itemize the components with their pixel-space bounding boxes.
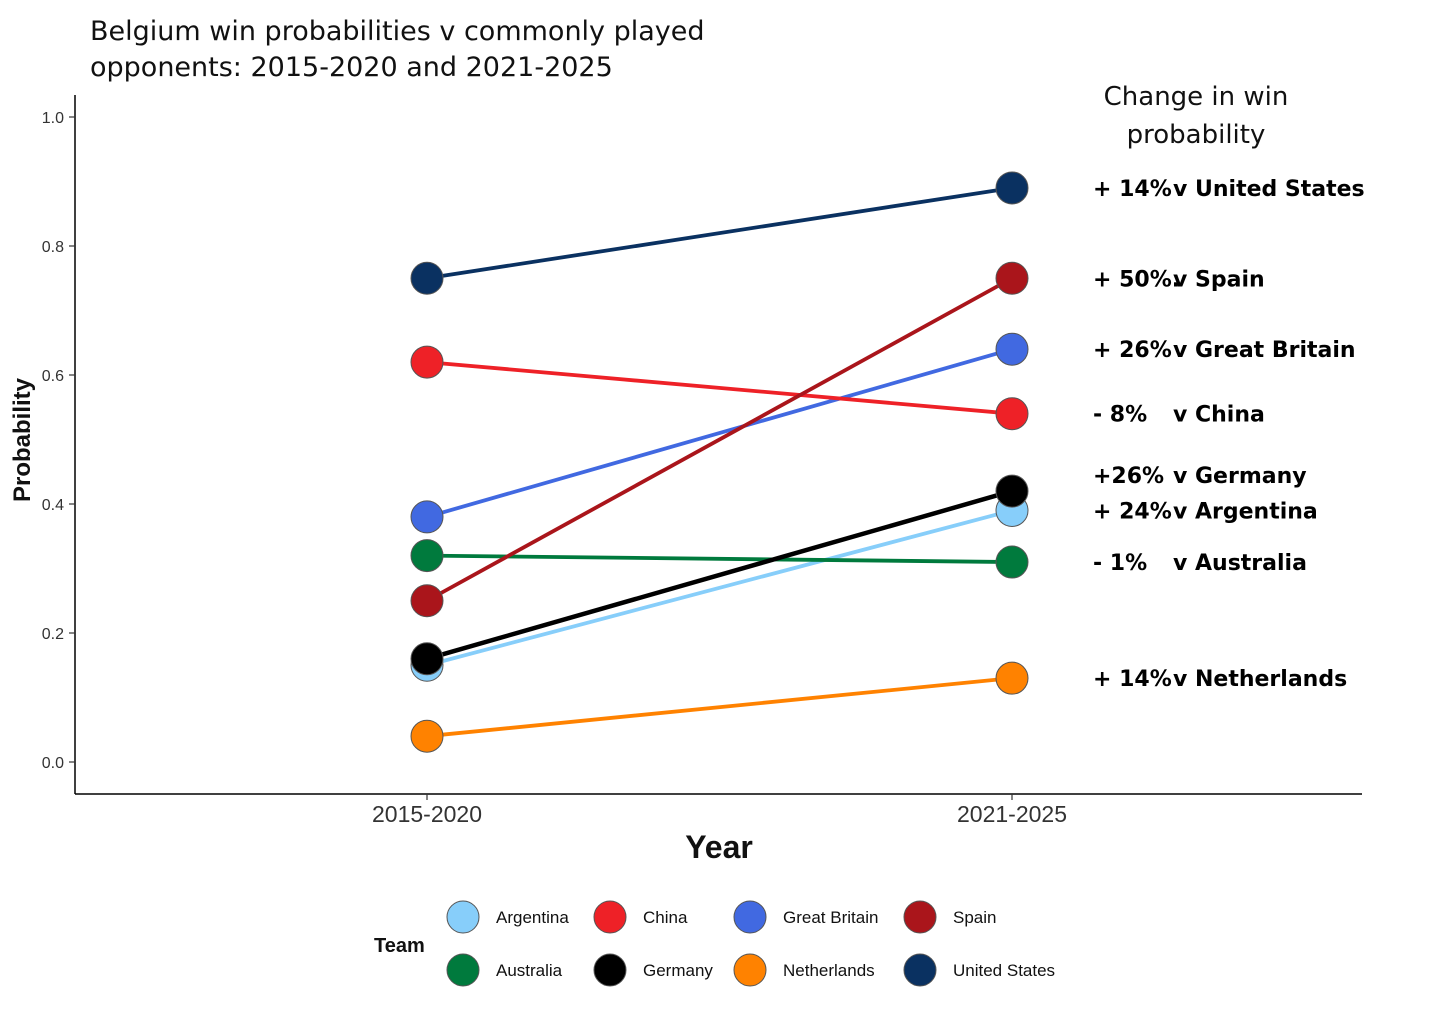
y-axis-title: Probability <box>9 377 36 502</box>
series-line-australia <box>425 553 1014 564</box>
point-united-states-0 <box>410 261 444 295</box>
series-line-spain <box>425 276 1014 603</box>
point-netherlands-0 <box>410 719 444 753</box>
y-tick-label: 0.6 <box>42 368 64 385</box>
series-lines <box>424 186 1015 739</box>
change-opponent: v Germany <box>1173 464 1307 489</box>
series-points <box>410 171 1029 753</box>
x-tick-label: 2015-2020 <box>372 801 482 827</box>
series-line-china <box>425 360 1014 416</box>
series-line-great-britain <box>425 347 1014 519</box>
point-germany-1 <box>995 474 1029 508</box>
change-value: + 14% <box>1093 667 1172 692</box>
point-spain-0 <box>410 584 444 618</box>
y-tick-label: 0.4 <box>42 497 64 514</box>
legend-label-china: China <box>643 908 688 927</box>
change-labels: + 14% v United States+ 50%.v Spain+ 26% v … <box>1093 177 1365 692</box>
change-value: +26% <box>1093 464 1164 489</box>
y-tick-label: 0.8 <box>42 239 64 256</box>
y-axis-ticks: 0.0 0.2 0.4 0.6 0.8 1.0 <box>42 110 75 772</box>
legend-swatch-australia <box>446 953 480 987</box>
legend-swatch-netherlands <box>733 953 767 987</box>
point-china-0 <box>410 345 444 379</box>
legend-label-netherlands: Netherlands <box>783 961 875 980</box>
chart-title-line-2: opponents: 2015-2020 and 2021-2025 <box>90 52 613 83</box>
legend-label-germany: Germany <box>643 961 713 980</box>
x-tick-label: 2021-2025 <box>957 801 1067 827</box>
change-opponent: v Great Britain <box>1173 338 1356 363</box>
legend-swatch-great-britain <box>733 900 767 934</box>
legend: Team Argentina China Great Britain Spain Aus… <box>374 900 1055 987</box>
y-tick-label: 0.0 <box>42 755 64 772</box>
point-great-britain-0 <box>410 500 444 534</box>
x-axis-ticks: 2015-2020 2021-2025 <box>372 794 1067 827</box>
point-australia-0 <box>410 539 444 573</box>
legend-swatch-united-states <box>903 953 937 987</box>
point-netherlands-1 <box>995 661 1029 695</box>
series-line-netherlands <box>425 676 1014 739</box>
point-germany-0 <box>410 642 444 676</box>
legend-label-australia: Australia <box>496 961 563 980</box>
legend-label-argentina: Argentina <box>496 908 569 927</box>
change-value: - 1% <box>1093 551 1147 576</box>
legend-label-spain: Spain <box>953 908 996 927</box>
series-line-united-states <box>425 186 1014 281</box>
x-axis-title: Year <box>685 829 753 865</box>
chart-title-line-1: Belgium win probabilities v commonly pla… <box>90 16 705 47</box>
change-value: - 8% <box>1093 403 1147 428</box>
legend-swatch-argentina <box>446 900 480 934</box>
y-tick-label: 0.2 <box>42 626 64 643</box>
series-line-germany <box>424 488 1015 662</box>
change-value: + 14% <box>1093 177 1172 202</box>
change-opponent: v China <box>1173 403 1265 428</box>
change-opponent: v United States <box>1173 177 1365 202</box>
legend-title: Team <box>374 935 425 957</box>
series-line-argentina <box>425 508 1014 668</box>
change-opponent: v Australia <box>1173 551 1307 576</box>
change-value: + 50%. <box>1093 267 1180 292</box>
y-tick-label: 1.0 <box>42 110 64 127</box>
change-opponent: v Argentina <box>1173 499 1318 524</box>
legend-label-great-britain: Great Britain <box>783 908 878 927</box>
change-opponent: v Spain <box>1173 267 1265 292</box>
change-heading-line-1: Change in win <box>1104 82 1289 112</box>
point-united-states-1 <box>995 171 1029 205</box>
change-heading-line-2: probability <box>1127 120 1266 150</box>
change-opponent: v Netherlands <box>1173 667 1347 692</box>
change-value: + 24% <box>1093 499 1172 524</box>
point-china-1 <box>995 397 1029 431</box>
legend-swatch-germany <box>593 953 627 987</box>
legend-label-united-states: United States <box>953 961 1055 980</box>
point-great-britain-1 <box>995 332 1029 366</box>
point-australia-1 <box>995 545 1029 579</box>
legend-swatch-china <box>593 900 627 934</box>
change-value: + 26% <box>1093 338 1172 363</box>
point-spain-1 <box>995 261 1029 295</box>
legend-swatch-spain <box>903 900 937 934</box>
